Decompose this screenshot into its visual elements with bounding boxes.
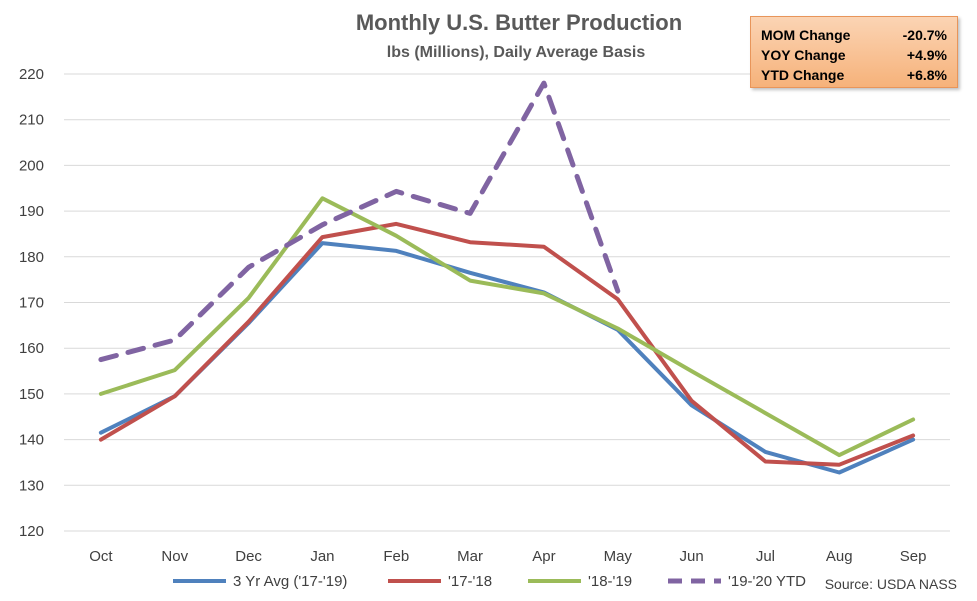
x-tick-label: Oct xyxy=(89,548,113,565)
legend-label: '17-'18 xyxy=(448,573,492,590)
x-tick-label: Apr xyxy=(532,548,555,565)
legend-label: '18-'19 xyxy=(588,573,632,590)
y-tick-label: 180 xyxy=(19,249,44,266)
change-stats-box: MOM Change -20.7% YOY Change +4.9% YTD C… xyxy=(750,16,958,88)
stat-value: -20.7% xyxy=(902,27,947,43)
stat-value: +4.9% xyxy=(906,47,947,63)
x-tick-label: Dec xyxy=(235,548,262,565)
y-tick-label: 200 xyxy=(19,157,44,174)
series-lines xyxy=(98,80,916,475)
legend-label: 3 Yr Avg ('17-'19) xyxy=(233,573,347,590)
x-tick-label: Nov xyxy=(161,548,188,565)
y-tick-label: 150 xyxy=(19,386,44,403)
legend-label: '19-'20 YTD xyxy=(728,573,806,590)
x-axis-ticks: Oct Nov Dec Jan Feb Mar Apr May Jun Jul Aug Sep xyxy=(89,548,926,565)
x-tick-label: Feb xyxy=(383,548,409,565)
stat-row-ytd: YTD Change +6.8% xyxy=(761,65,947,85)
y-axis-ticks: 120 130 140 150 160 170 180 190 200 210 220 xyxy=(19,66,44,540)
x-tick-label: Jul xyxy=(756,548,775,565)
chart-title: Monthly U.S. Butter Production xyxy=(356,10,682,35)
chart-subtitle: lbs (Millions), Daily Average Basis xyxy=(387,44,646,61)
x-tick-label: Mar xyxy=(457,548,483,565)
stat-label: YTD Change xyxy=(761,67,845,83)
series-line-2 xyxy=(98,196,916,458)
x-tick-label: Aug xyxy=(826,548,853,565)
series-line-0 xyxy=(98,241,916,475)
series-line-1 xyxy=(98,221,916,467)
stat-row-mom: MOM Change -20.7% xyxy=(761,25,947,45)
y-tick-label: 190 xyxy=(19,203,44,220)
x-tick-label: Jan xyxy=(310,548,334,565)
stat-label: YOY Change xyxy=(761,47,846,63)
y-tick-label: 120 xyxy=(19,523,44,540)
x-tick-label: Jun xyxy=(679,548,703,565)
series-line-3 xyxy=(98,80,621,363)
y-tick-label: 160 xyxy=(19,340,44,357)
x-tick-label: May xyxy=(604,548,633,565)
x-tick-label: Sep xyxy=(900,548,927,565)
stat-row-yoy: YOY Change +4.9% xyxy=(761,45,947,65)
y-tick-label: 210 xyxy=(19,112,44,129)
stat-label: MOM Change xyxy=(761,27,851,43)
y-tick-label: 220 xyxy=(19,66,44,83)
source-note: Source: USDA NASS xyxy=(825,576,957,592)
legend: 3 Yr Avg ('17-'19) '17-'18 '18-'19 '19-'20 … xyxy=(173,573,806,590)
stat-value: +6.8% xyxy=(906,67,947,83)
y-tick-label: 170 xyxy=(19,295,44,312)
y-tick-label: 140 xyxy=(19,432,44,449)
y-tick-label: 130 xyxy=(19,477,44,494)
